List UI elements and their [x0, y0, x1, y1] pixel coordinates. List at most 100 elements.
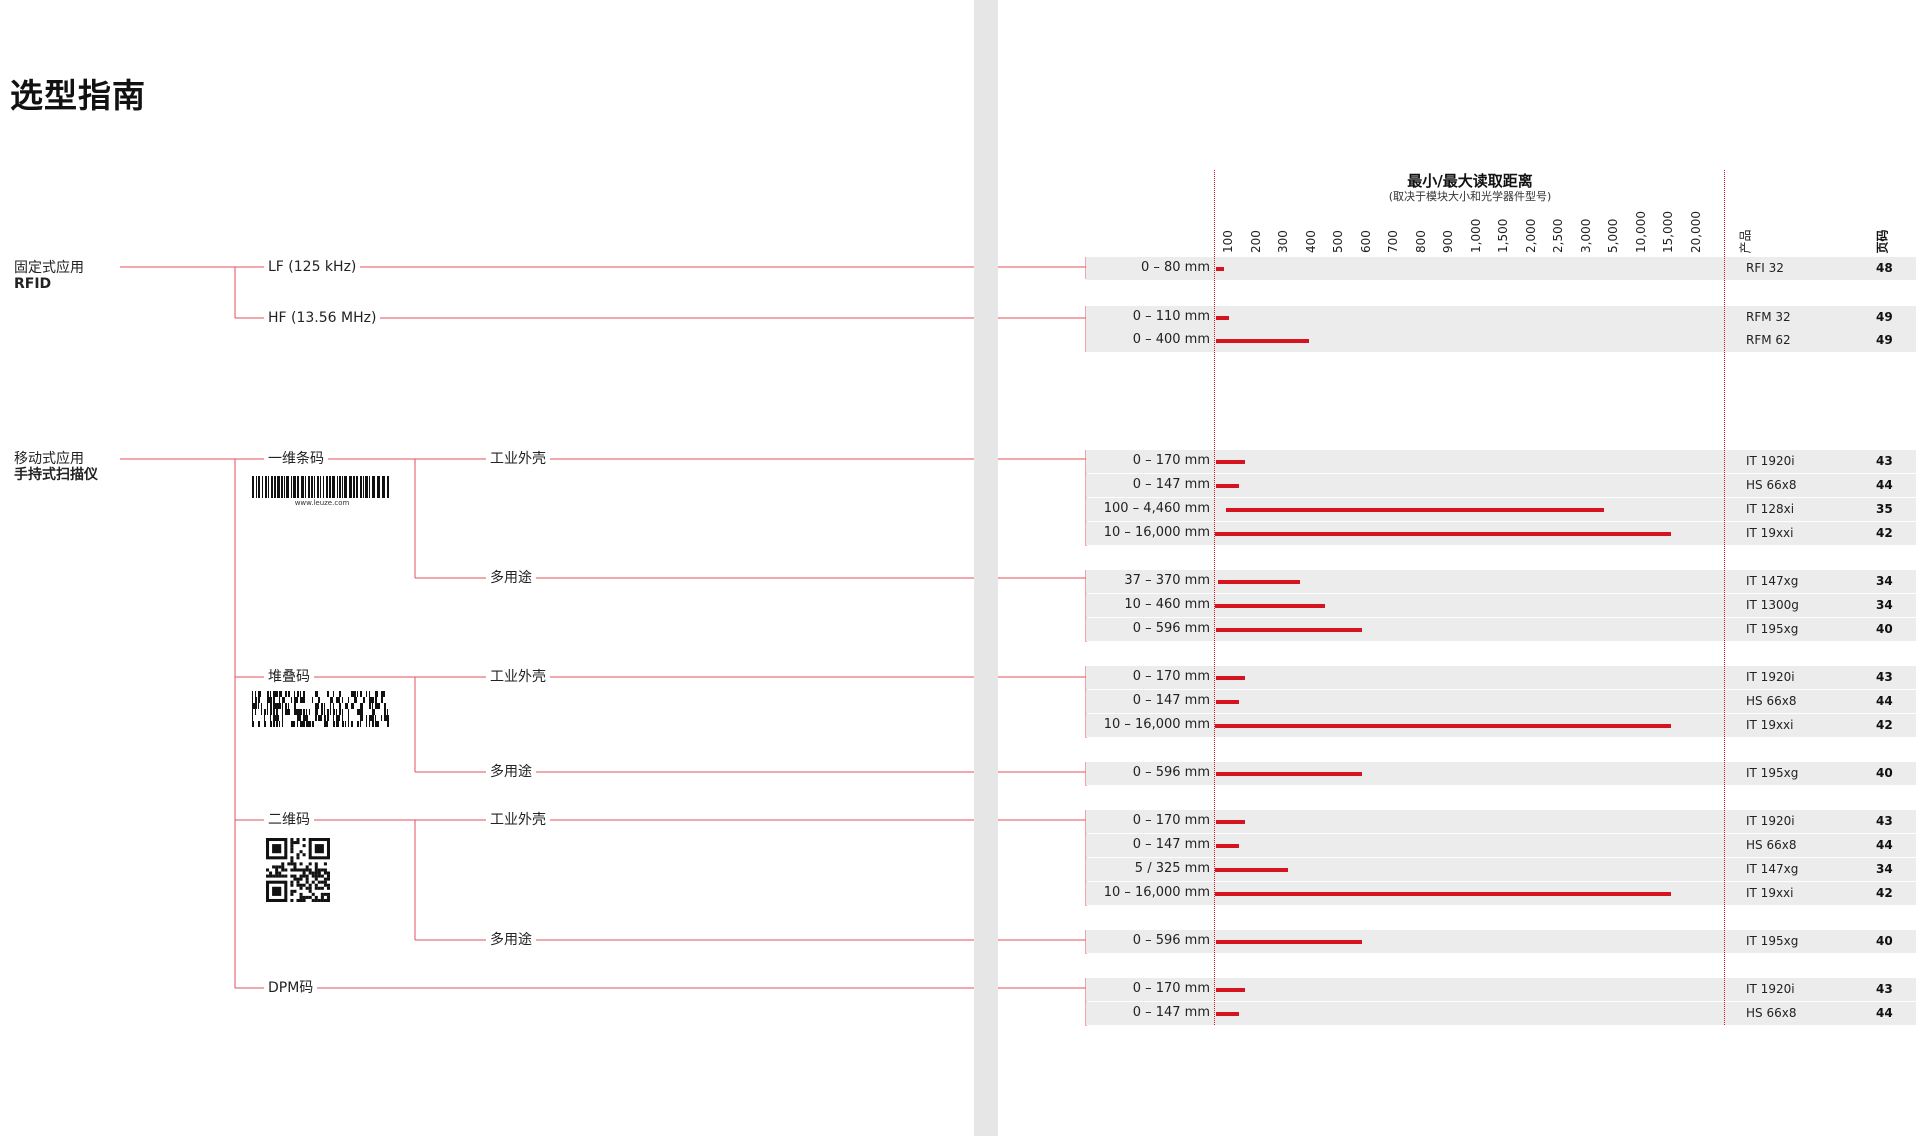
page-number: 42 — [1876, 718, 1893, 732]
range-axis-tick-label: 10,000 — [1633, 211, 1648, 253]
page-number: 43 — [1876, 982, 1893, 996]
read-range-bar — [1216, 460, 1246, 464]
read-range-text: 0 – 170 mm — [1132, 453, 1210, 468]
table-row: 0 – 80 mm RFI 32 48 — [1086, 257, 1916, 280]
read-range-bar — [1216, 700, 1239, 704]
table-row: 0 – 147 mm HS 66x8 44 — [1086, 1002, 1916, 1025]
read-range-text: 10 – 16,000 mm — [1103, 717, 1210, 732]
page-title: 选型指南 — [10, 76, 146, 115]
product-name: RFM 32 — [1746, 310, 1791, 324]
product-name: HS 66x8 — [1746, 1006, 1797, 1020]
read-range-text: 0 – 596 mm — [1132, 933, 1210, 948]
qr-code-icon — [266, 838, 330, 902]
read-range-text: 10 – 16,000 mm — [1103, 525, 1210, 540]
page-number: 42 — [1876, 886, 1893, 900]
read-range-text: 0 – 147 mm — [1132, 837, 1210, 852]
tree-2d-label: 二维码 — [264, 812, 314, 828]
range-axis-tick-label: 800 — [1413, 230, 1428, 253]
tree-stacked-label: 堆叠码 — [264, 669, 314, 685]
table-row: 0 – 596 mm IT 195xg 40 — [1086, 762, 1916, 785]
table-row: 0 – 596 mm IT 195xg 40 — [1086, 930, 1916, 953]
product-name: HS 66x8 — [1746, 838, 1797, 852]
product-name: IT 147xg — [1746, 574, 1799, 588]
table-row: 10 – 16,000 mm IT 19xxi 42 — [1086, 714, 1916, 737]
range-axis-tick-label: 1,500 — [1496, 218, 1510, 253]
table-row: 0 – 170 mm IT 1920i 43 — [1086, 450, 1916, 473]
range-chart-title: 最小/最大读取距离 — [1407, 172, 1533, 190]
stacked-barcode-icon — [252, 691, 389, 727]
table-row: 0 – 147 mm HS 66x8 44 — [1086, 690, 1916, 713]
product-name: HS 66x8 — [1746, 478, 1797, 492]
read-range-bar — [1215, 604, 1325, 608]
table-row: 0 – 170 mm IT 1920i 43 — [1086, 810, 1916, 833]
tree-industrial-label-3: 工业外壳 — [486, 812, 550, 828]
page-number: 35 — [1876, 502, 1893, 516]
page-number: 44 — [1876, 1006, 1893, 1020]
category-rfid-label: 固定式应用 RFID — [14, 260, 84, 292]
table-row: 0 – 170 mm IT 1920i 43 — [1086, 666, 1916, 689]
range-axis-tick-label: 1,000 — [1468, 218, 1483, 253]
range-axis-tick-label: 5,000 — [1606, 218, 1620, 253]
read-range-bar — [1216, 988, 1246, 992]
read-range-bar — [1216, 844, 1239, 848]
read-range-bar — [1216, 772, 1363, 776]
tree-industrial-label-2: 工业外壳 — [486, 669, 550, 685]
tree-industrial-label-1: 工业外壳 — [486, 451, 550, 467]
barcode-url-text: www.leuze.com — [294, 499, 350, 507]
product-column-header: 产品 — [1738, 229, 1753, 254]
page-number: 44 — [1876, 838, 1893, 852]
range-chart-subtitle: (取决于模块大小和光学器件型号) — [1388, 190, 1552, 203]
category-mobile-label: 移动式应用 手持式扫描仪 — [14, 451, 98, 483]
page-column-header: 页码 — [1875, 229, 1890, 254]
read-range-bar — [1215, 532, 1672, 536]
range-axis-tick-label: 300 — [1276, 230, 1290, 253]
read-range-bar — [1216, 940, 1363, 944]
product-name: IT 19xxi — [1746, 886, 1794, 900]
page-number: 34 — [1876, 862, 1893, 876]
tree-lf-label: LF (125 kHz) — [264, 259, 361, 275]
page-number: 43 — [1876, 670, 1893, 684]
read-range-text: 0 – 147 mm — [1132, 1005, 1210, 1020]
range-axis-tick-label: 900 — [1441, 230, 1455, 253]
range-axis-end-line — [1724, 170, 1725, 1025]
table-row: 5 / 325 mm IT 147xg 34 — [1086, 858, 1916, 881]
read-range-bar — [1216, 1012, 1239, 1016]
product-name: HS 66x8 — [1746, 694, 1797, 708]
page-number: 34 — [1876, 574, 1893, 588]
product-name: IT 19xxi — [1746, 718, 1794, 732]
page-number: 49 — [1876, 333, 1893, 347]
read-range-bar — [1216, 484, 1239, 488]
range-axis-tick-label: 3,000 — [1578, 218, 1593, 253]
table-row: 0 – 110 mm RFM 32 49 — [1086, 306, 1916, 329]
table-row: 0 – 170 mm IT 1920i 43 — [1086, 978, 1916, 1001]
page-gutter — [974, 0, 998, 1136]
range-axis-tick-label: 100 — [1221, 230, 1235, 253]
range-axis-tick-label: 2,500 — [1551, 218, 1565, 253]
table-row: 100 – 4,460 mm IT 128xi 35 — [1086, 498, 1916, 521]
product-name: IT 1920i — [1746, 670, 1795, 684]
range-axis-tick-label: 400 — [1303, 230, 1318, 253]
read-range-bar — [1226, 508, 1604, 512]
page-number: 43 — [1876, 454, 1893, 468]
read-range-bar — [1216, 628, 1363, 632]
page-number: 49 — [1876, 310, 1893, 324]
read-range-text: 37 – 370 mm — [1124, 573, 1210, 588]
read-range-text: 100 – 4,460 mm — [1103, 501, 1210, 516]
read-range-text: 0 – 400 mm — [1132, 332, 1210, 347]
range-axis-tick-label: 15,000 — [1661, 211, 1675, 253]
page-number: 40 — [1876, 766, 1893, 780]
read-range-text: 0 – 170 mm — [1132, 813, 1210, 828]
read-range-text: 0 – 110 mm — [1132, 309, 1210, 324]
table-row: 10 – 460 mm IT 1300g 34 — [1086, 594, 1916, 617]
tree-multipurpose-label-1: 多用途 — [486, 570, 536, 586]
product-name: IT 19xxi — [1746, 526, 1794, 540]
read-range-bar — [1214, 868, 1288, 872]
product-name: IT 128xi — [1746, 502, 1795, 516]
product-name: RFM 62 — [1746, 333, 1791, 347]
page-number: 34 — [1876, 598, 1893, 612]
product-name: IT 147xg — [1746, 862, 1799, 876]
page-number: 40 — [1876, 934, 1893, 948]
read-range-text: 0 – 596 mm — [1132, 621, 1210, 636]
read-range-bar — [1215, 724, 1672, 728]
table-row: 10 – 16,000 mm IT 19xxi 42 — [1086, 522, 1916, 545]
